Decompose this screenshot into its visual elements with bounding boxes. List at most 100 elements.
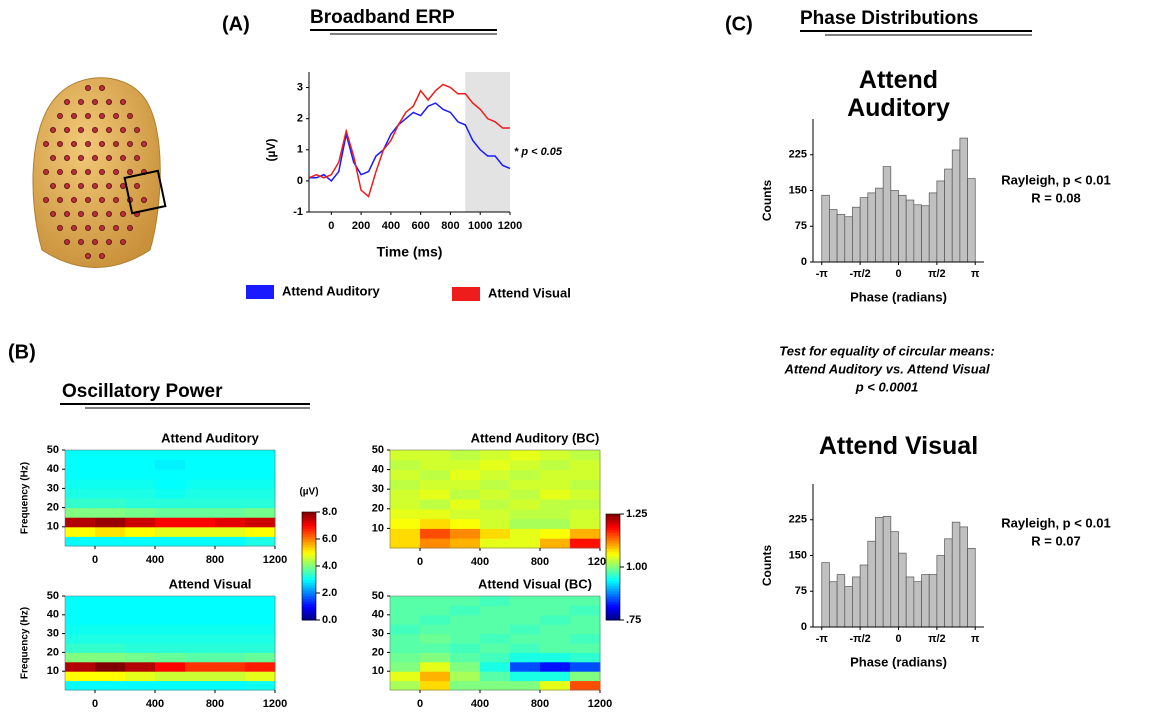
heatmap-cell xyxy=(480,528,511,539)
colorbar-strip xyxy=(606,521,620,526)
heatmap-cell xyxy=(245,671,276,682)
heatmap-cell xyxy=(125,652,156,663)
electrode xyxy=(43,168,50,175)
x-tick-label: 1200 xyxy=(263,698,287,710)
heatmap-cell xyxy=(245,488,276,499)
histogram-bar xyxy=(913,581,922,628)
heatmap-cell xyxy=(420,624,451,635)
heatmap-cell xyxy=(185,652,216,663)
heatmap-cell xyxy=(65,661,96,672)
heatmap-cell xyxy=(125,450,156,461)
colorbar-strip xyxy=(606,585,620,589)
heatmap-cell xyxy=(245,459,276,470)
histogram-bar xyxy=(852,206,861,263)
heatmap-cell xyxy=(390,671,421,682)
heatmap-cell xyxy=(510,450,541,461)
x-tick-label: 0 xyxy=(328,220,334,232)
x-tick-label: 1200 xyxy=(498,220,522,232)
histogram-bar xyxy=(867,192,876,263)
section-heading: Broadband ERP xyxy=(310,7,455,28)
x-tick-label: 800 xyxy=(441,220,459,232)
electrode xyxy=(127,113,134,120)
y-tick-label: -1 xyxy=(293,206,303,218)
y-tick-label: 40 xyxy=(372,464,384,476)
legend-swatch xyxy=(246,285,274,299)
electrode xyxy=(133,127,140,134)
plot-frame xyxy=(64,595,276,691)
histogram-bar xyxy=(859,197,869,263)
electrode xyxy=(57,168,64,175)
annotation: R = 0.08 xyxy=(1031,190,1081,205)
x-tick-label: 1200 xyxy=(588,698,612,710)
heatmap-cell xyxy=(420,469,451,480)
heatmap-cell xyxy=(390,469,421,480)
y-tick-label: 50 xyxy=(47,444,59,456)
x-tick-label: 0 xyxy=(92,554,98,566)
colorbar-tick-label: 6.0 xyxy=(322,533,337,545)
heatmap-cell xyxy=(510,469,541,480)
electrode xyxy=(43,140,50,147)
heatmap-cell xyxy=(450,596,481,606)
heatmap-cell xyxy=(245,526,276,537)
heatmap-cell xyxy=(540,450,571,461)
histogram-bar xyxy=(928,574,938,628)
heatmap-cell xyxy=(540,499,571,510)
heatmap-cell xyxy=(390,605,421,616)
heatmap-cell xyxy=(570,624,601,635)
heatmap-cell xyxy=(420,605,451,616)
heatmap-cell xyxy=(215,661,246,672)
histogram-bar xyxy=(829,581,838,628)
colorbar-strip xyxy=(302,547,316,551)
heatmap-cell xyxy=(125,605,156,616)
colorbar-strip xyxy=(302,536,316,540)
heatmap-cell xyxy=(95,671,126,682)
heatmap-cell xyxy=(510,624,541,635)
y-tick-label: 225 xyxy=(789,149,807,161)
colorbar-strip xyxy=(302,566,316,570)
electrode xyxy=(92,238,99,245)
heatmap-cell xyxy=(125,661,156,672)
electrode xyxy=(133,154,140,161)
heatmap-cell xyxy=(215,498,246,509)
histogram-bar xyxy=(905,199,915,263)
heatmap-cell xyxy=(420,671,451,682)
y-tick-label: 75 xyxy=(795,220,807,232)
electrode xyxy=(127,140,134,147)
electrode xyxy=(140,140,147,147)
heatmap-cell xyxy=(185,459,216,470)
colorbar-strip xyxy=(606,532,620,536)
electrode xyxy=(92,154,99,161)
x-axis-label: Time (ms) xyxy=(377,244,443,260)
colorbar-strip xyxy=(302,517,316,521)
heatmap-cell xyxy=(215,680,246,691)
heatmap-cell xyxy=(215,596,246,606)
y-tick-label: 1 xyxy=(297,144,303,156)
histogram-bar xyxy=(944,538,953,628)
heatmap-cell xyxy=(420,518,451,529)
heatmap-cell xyxy=(510,614,541,625)
colorbar-tick-label: 1.25 xyxy=(626,508,647,520)
colorbar-strip xyxy=(302,539,316,543)
electrode xyxy=(120,238,127,245)
heatmap-cell xyxy=(450,624,481,635)
heatmap-cell xyxy=(245,536,276,547)
heatmap-cell xyxy=(215,536,246,547)
x-tick-label: 800 xyxy=(531,698,549,710)
colorbar-strip xyxy=(302,576,316,580)
colorbar-tick-label: 4.0 xyxy=(322,560,337,572)
heatmap-cell xyxy=(450,643,481,653)
heatmap-cell xyxy=(185,671,216,682)
heatmap-cell xyxy=(245,661,276,672)
electrode xyxy=(133,182,140,189)
y-tick-label: 30 xyxy=(47,628,59,640)
colorbar-tick-label: 1.00 xyxy=(626,561,647,573)
heatmap-cell xyxy=(185,526,216,537)
heatmap-cell xyxy=(390,624,421,635)
colorbar-strip xyxy=(302,571,316,575)
colorbar-strip xyxy=(606,527,620,531)
electrode xyxy=(127,224,134,231)
histogram-bar xyxy=(882,516,892,628)
histogram-bar xyxy=(936,555,945,628)
heatmap-cell xyxy=(450,652,481,663)
heatmap-cell xyxy=(65,596,96,606)
